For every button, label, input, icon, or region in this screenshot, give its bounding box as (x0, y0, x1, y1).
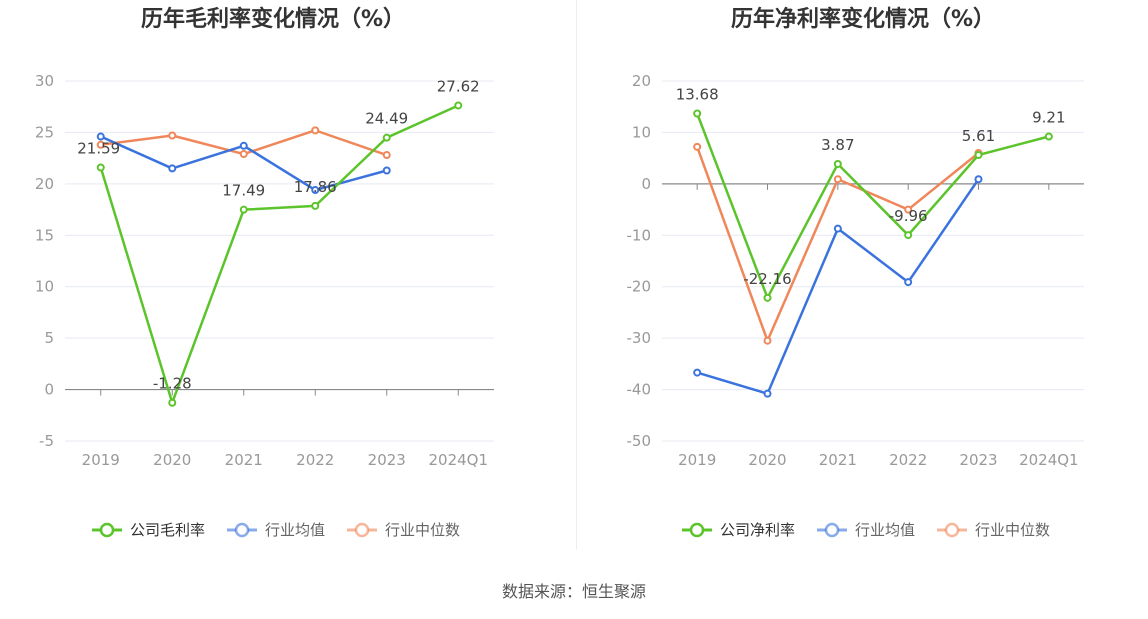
data-point-company (382, 133, 391, 142)
chart-2: 历年净利率变化情况（%） -50 -40 -30 -20 -10 0 10 20 2019 2020… (627, 6, 1084, 539)
data-label: 17.49 (222, 182, 265, 200)
x-tick-label: 2020 (748, 451, 786, 469)
data-label: -9.96 (889, 207, 928, 225)
data-point-company (693, 109, 702, 118)
data-label: 3.87 (821, 136, 854, 154)
legend-marker (354, 522, 370, 538)
data-label: 24.49 (365, 110, 408, 128)
legend-item-company[interactable]: 公司净利率 (682, 521, 795, 539)
y-tick-label: 20 (632, 72, 651, 90)
y-tick-label: 0 (641, 175, 651, 193)
data-label: 5.61 (962, 127, 995, 145)
x-tick-label: 2024Q1 (1019, 451, 1079, 469)
data-label: 21.59 (77, 140, 120, 158)
data-point-industry_median (763, 336, 772, 345)
data-point-industry_median (96, 140, 105, 149)
legend-label: 行业均值 (855, 521, 915, 539)
data-label: 27.62 (437, 77, 480, 95)
data-label: -22.16 (743, 270, 791, 288)
legend-marker (234, 522, 250, 538)
legend-item-industry_median[interactable]: 行业中位数 (937, 521, 1050, 539)
data-point-industry_median (693, 142, 702, 151)
legend-label: 公司毛利率 (130, 521, 205, 539)
x-tick-label: 2019 (678, 451, 716, 469)
data-point-industry_median (311, 126, 320, 135)
data-point-industry_avg (904, 278, 913, 287)
data-point-company (239, 205, 248, 214)
x-tick-label: 2021 (225, 451, 263, 469)
data-point-company (763, 293, 772, 302)
x-tick-label: 2019 (82, 451, 120, 469)
legend-item-company[interactable]: 公司毛利率 (92, 521, 205, 539)
legend-marker (944, 522, 960, 538)
y-tick-label: 20 (35, 175, 54, 193)
data-point-company (454, 101, 463, 110)
chart-title: 历年净利率变化情况（%） (731, 6, 995, 32)
legend-marker (689, 522, 705, 538)
legend-label: 行业均值 (265, 521, 325, 539)
data-point-industry_avg (833, 224, 842, 233)
legend-marker (99, 522, 115, 538)
legend-label: 行业中位数 (975, 521, 1050, 539)
legend-item-industry_avg[interactable]: 行业均值 (227, 521, 325, 539)
data-point-industry_median (382, 151, 391, 160)
data-point-industry_avg (382, 166, 391, 175)
y-tick-label: -50 (627, 432, 652, 450)
x-tick-label: 2024Q1 (428, 451, 488, 469)
y-tick-label: 30 (35, 72, 54, 90)
data-point-industry_avg (96, 132, 105, 141)
data-point-company (974, 151, 983, 160)
data-point-company (904, 231, 913, 240)
data-point-company (1044, 132, 1053, 141)
x-tick-label: 2022 (296, 451, 334, 469)
series-line-company (99, 104, 459, 404)
legend-item-industry_median[interactable]: 行业中位数 (347, 521, 460, 539)
y-tick-label: -10 (627, 226, 652, 244)
data-point-industry_median (239, 150, 248, 159)
data-point-company (96, 163, 105, 172)
data-point-industry_median (168, 131, 177, 140)
data-point-industry_avg (311, 186, 320, 195)
data-point-industry_avg (239, 141, 248, 150)
data-point-company (833, 159, 842, 168)
y-tick-label: -5 (39, 432, 54, 450)
x-tick-label: 2022 (889, 451, 927, 469)
data-label: 17.86 (294, 178, 337, 196)
data-point-company (311, 201, 320, 210)
data-point-industry_avg (974, 175, 983, 184)
legend-item-industry_avg[interactable]: 行业均值 (817, 521, 915, 539)
y-tick-label: -30 (627, 329, 652, 347)
chart-title: 历年毛利率变化情况（%） (141, 6, 405, 32)
data-point-company (168, 398, 177, 407)
y-tick-label: 10 (632, 123, 651, 141)
data-point-industry_median (904, 205, 913, 214)
y-tick-label: 15 (35, 226, 54, 244)
x-tick-label: 2021 (819, 451, 857, 469)
data-label: -1.28 (153, 375, 192, 393)
x-tick-label: 2023 (368, 451, 406, 469)
y-tick-label: 10 (35, 278, 54, 296)
y-tick-label: -20 (627, 278, 652, 296)
data-label: 13.68 (676, 86, 719, 104)
legend-marker (824, 522, 840, 538)
y-tick-label: 25 (35, 123, 54, 141)
data-source: 数据来源：恒生聚源 (501, 582, 646, 601)
y-tick-label: 0 (44, 381, 54, 399)
y-tick-label: -40 (627, 381, 652, 399)
chart-1: 历年毛利率变化情况（%） -5 0 5 10 15 20 25 30 2019 2020 2021 20… (35, 6, 494, 539)
data-point-industry_median (833, 175, 842, 184)
panel-divider (576, 0, 577, 550)
legend-label: 公司净利率 (720, 521, 795, 539)
x-tick-label: 2020 (153, 451, 191, 469)
data-point-industry_avg (693, 368, 702, 377)
y-tick-label: 5 (44, 329, 54, 347)
data-point-industry_avg (763, 389, 772, 398)
series-line-company (695, 113, 1050, 300)
data-point-industry_avg (168, 164, 177, 173)
data-label: 9.21 (1032, 108, 1065, 126)
legend-label: 行业中位数 (385, 521, 460, 539)
x-tick-label: 2023 (959, 451, 997, 469)
